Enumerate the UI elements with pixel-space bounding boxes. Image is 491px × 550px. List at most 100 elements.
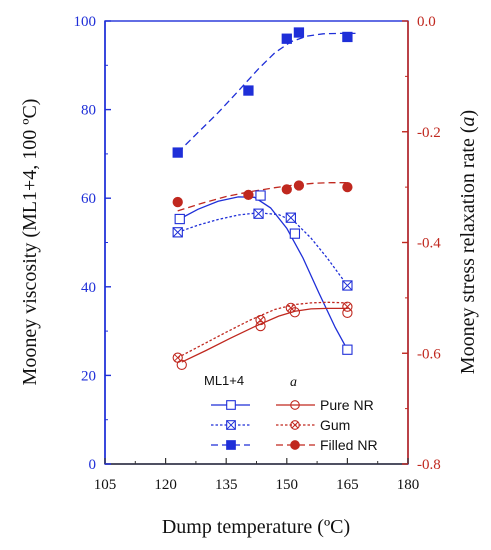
data-point-cross-b [256, 316, 265, 324]
fit-line-a-gum [177, 301, 348, 359]
x-tick-label: 150 [276, 477, 299, 493]
legend-marker-a-cross-b [291, 421, 299, 429]
legend-marker-ml-shape [226, 400, 236, 410]
legend-marker-a-shape [290, 400, 300, 410]
data-point-shape [285, 302, 296, 313]
data-point [172, 352, 183, 363]
data-point [289, 228, 301, 239]
right-axis-title-close: ) [457, 110, 479, 117]
data-point-cross-b [285, 212, 296, 223]
right-axis-title-symbol: a [457, 116, 479, 126]
legend-label: Gum [320, 417, 350, 433]
fit-line-a-filled-nr [177, 182, 348, 212]
data-point-shape [255, 190, 266, 201]
data-point-shape [281, 33, 292, 44]
data-point-shape [342, 307, 353, 318]
data-markers [172, 27, 353, 371]
data-point-shape [289, 228, 301, 239]
data-point [174, 213, 185, 225]
data-point-shape [243, 189, 254, 201]
legend-marker-ml [226, 420, 236, 430]
data-point-shape [243, 85, 254, 96]
data-point [285, 212, 296, 223]
data-point-shape [293, 27, 305, 38]
data-point [342, 181, 353, 193]
data-point-cross-b [172, 227, 183, 238]
data-point-shape [293, 180, 305, 191]
data-point [281, 184, 292, 195]
fit-line-ml14-pure-nr [179, 196, 348, 351]
right-tick-label: -0.8 [417, 457, 441, 473]
data-point-shape [172, 147, 183, 158]
data-point-cross-b [174, 354, 182, 362]
legend-rows: Pure NR Gum Filled NR [211, 397, 378, 453]
x-tick-label: 105 [94, 477, 117, 493]
data-point [243, 85, 254, 96]
fit-line-a-pure-nr [181, 307, 348, 363]
left-tick-label: 0 [89, 457, 97, 473]
data-point [172, 147, 183, 158]
data-point [285, 302, 296, 313]
data-point-shape [255, 320, 266, 332]
data-point [342, 301, 353, 312]
x-axis-ticks: 105 120 135 150 165 180 [94, 458, 420, 493]
left-tick-label: 60 [81, 191, 96, 207]
right-tick-label: -0.4 [417, 236, 441, 252]
legend-label: Filled NR [320, 437, 378, 453]
data-point [172, 227, 183, 238]
right-tick-label: 0.0 [417, 14, 436, 30]
legend-marker-a [290, 420, 300, 430]
x-axis-title: Dump temperature (ºC) [162, 516, 350, 538]
data-point [172, 196, 183, 208]
x-tick-label: 165 [336, 477, 359, 493]
data-point [255, 314, 266, 326]
legend-label: Pure NR [320, 397, 374, 413]
fit-line-ml14-gum [177, 212, 348, 286]
x-tick-label: 135 [215, 477, 238, 493]
legend-marker-ml-cross-b [226, 420, 236, 430]
legend-header-ml: ML1+4 [204, 373, 244, 388]
data-point-shape [342, 344, 353, 355]
data-point [293, 27, 305, 38]
data-point-shape [172, 196, 183, 208]
legend-marker-a [290, 400, 300, 410]
data-point-shape [174, 213, 185, 225]
data-point-shape [172, 352, 183, 363]
data-point-shape [342, 181, 353, 193]
data-point [293, 180, 305, 191]
data-point-cross-b [287, 304, 295, 312]
data-point [342, 31, 353, 43]
legend-marker-ml-shape [226, 440, 236, 450]
data-point [255, 320, 266, 332]
fit-lines [177, 32, 356, 363]
data-point [342, 280, 353, 291]
data-point [342, 307, 353, 318]
data-point [281, 33, 292, 44]
left-axis-ticks: 0 20 40 60 80 100 [74, 14, 111, 473]
data-point-cross-b [343, 303, 352, 311]
right-tick-label: -0.2 [417, 125, 441, 141]
legend: ML1+4 a Pure NR Gum Filled NR [204, 373, 378, 453]
data-point [253, 208, 264, 219]
data-point [243, 189, 254, 201]
right-axis-title-text: Mooney stress relaxation rate ( [457, 126, 479, 374]
left-tick-label: 100 [74, 14, 97, 30]
left-tick-label: 20 [81, 368, 96, 384]
legend-marker-a-shape [290, 420, 300, 430]
legend-header-a: a [290, 375, 297, 390]
x-tick-label: 180 [397, 477, 420, 493]
data-point-shape [342, 301, 353, 312]
data-point-shape [255, 314, 266, 326]
left-tick-label: 80 [81, 103, 96, 119]
legend-marker-a [290, 440, 300, 450]
x-tick-label: 120 [154, 477, 177, 493]
data-point-cross-b [342, 280, 353, 291]
data-point [255, 190, 266, 201]
data-point [342, 344, 353, 355]
data-point-cross-b [253, 208, 264, 219]
legend-marker-ml [226, 440, 236, 450]
right-tick-label: -0.6 [417, 346, 441, 362]
data-point-shape [281, 184, 292, 195]
